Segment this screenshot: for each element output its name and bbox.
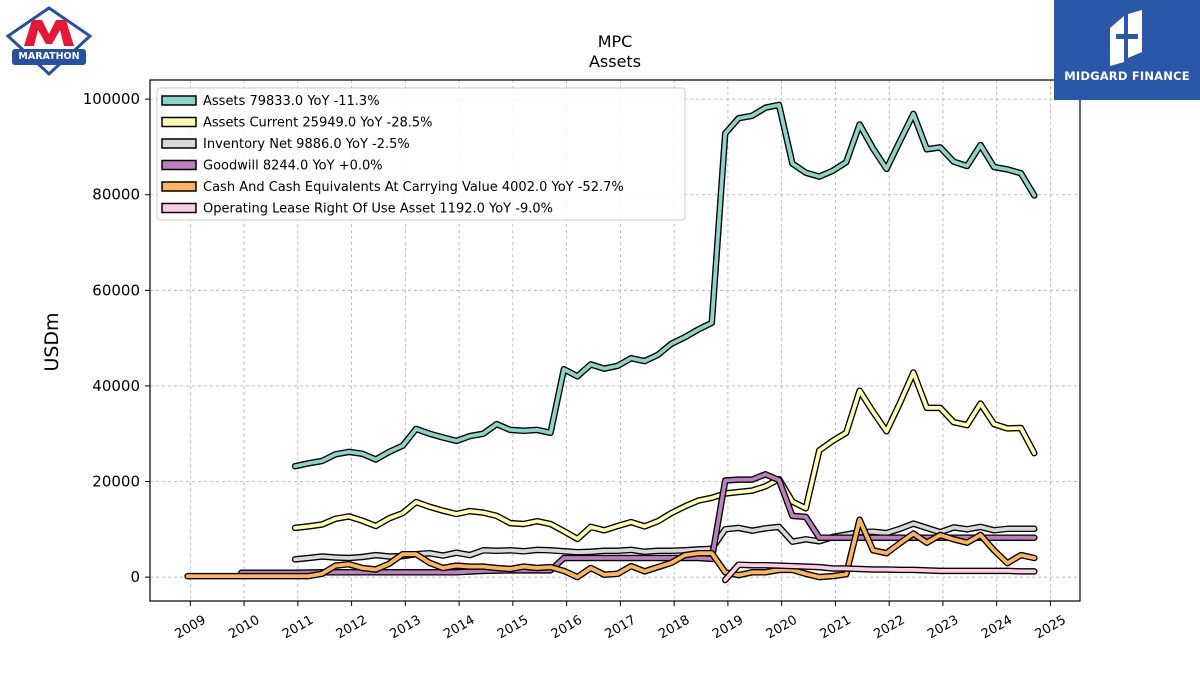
series-line	[293, 370, 1037, 541]
x-tick-label: 2021	[818, 613, 854, 643]
x-tick-label: 2025	[1033, 613, 1069, 643]
legend-label: Cash And Cash Equivalents At Carrying Va…	[203, 180, 624, 195]
series-1	[291, 369, 1038, 543]
legend-swatch	[161, 159, 197, 171]
x-tick-label: 2014	[441, 613, 477, 643]
y-tick-label: 60000	[92, 281, 140, 299]
y-tick-label: 100000	[83, 90, 140, 108]
legend-swatch	[161, 202, 197, 214]
x-tick-label: 2024	[979, 613, 1015, 643]
x-tick-label: 2015	[495, 613, 531, 643]
midgard-emblem-icon	[1110, 10, 1142, 66]
x-tick-label: 2018	[656, 613, 692, 643]
chart-title: MPC	[598, 32, 633, 51]
series-lines	[184, 101, 1038, 584]
y-tick-label: 0	[130, 568, 140, 586]
x-tick-label: 2010	[226, 613, 262, 643]
series-5	[721, 561, 1038, 584]
series-line	[185, 517, 1037, 579]
legend-swatch	[161, 95, 197, 106]
legend-box	[156, 87, 686, 221]
midgard-logo-text: MIDGARD FINANCE	[1064, 69, 1190, 83]
series-4	[184, 516, 1038, 581]
series-line	[293, 103, 1037, 469]
y-tick-label: 40000	[92, 377, 140, 395]
legend-label: Inventory Net 9886.0 YoY -2.5%	[203, 137, 410, 152]
x-tick-label: 2022	[871, 613, 907, 643]
plot-frame	[149, 79, 1081, 602]
x-tick-label: 2009	[172, 613, 208, 643]
x-tick-label: 2016	[549, 613, 585, 643]
series-3	[238, 471, 1038, 577]
chart-subtitle: Assets	[589, 52, 641, 71]
x-tick-label: 2017	[603, 613, 639, 643]
x-tick-label: 2023	[925, 613, 961, 643]
legend-swatch	[161, 181, 197, 192]
x-tick-label: 2020	[764, 613, 800, 643]
x-tick-label: 2019	[710, 613, 746, 643]
legend-swatch	[161, 138, 197, 149]
x-tick-label: 2011	[280, 613, 316, 643]
legend-label: Operating Lease Right Of Use Asset 1192.…	[203, 202, 553, 217]
legend-label: Assets Current 25949.0 YoY -28.5%	[203, 116, 433, 131]
legend-label: Assets 79833.0 YoY -11.3%	[203, 94, 380, 109]
legend-label: Goodwill 8244.0 YoY +0.0%	[203, 159, 383, 174]
midgard-finance-logo: MIDGARD FINANCE	[1054, 0, 1200, 100]
legend: Assets 79833.0 YoY -11.3% Assets Current …	[156, 87, 686, 221]
marathon-logo: MARATHON	[4, 6, 100, 78]
y-tick-label: 20000	[92, 473, 140, 491]
x-tick-label: 2012	[334, 613, 370, 643]
marathon-badge-icon	[5, 6, 93, 77]
series-line	[723, 562, 1037, 582]
x-tick-label: 2013	[388, 613, 424, 643]
series-0	[291, 101, 1038, 470]
series-line	[239, 472, 1037, 575]
y-tick-label: 80000	[92, 186, 140, 204]
y-axis-label: USDm	[41, 312, 63, 371]
legend-swatch	[161, 116, 197, 128]
marathon-logo-text: MARATHON	[18, 51, 80, 62]
